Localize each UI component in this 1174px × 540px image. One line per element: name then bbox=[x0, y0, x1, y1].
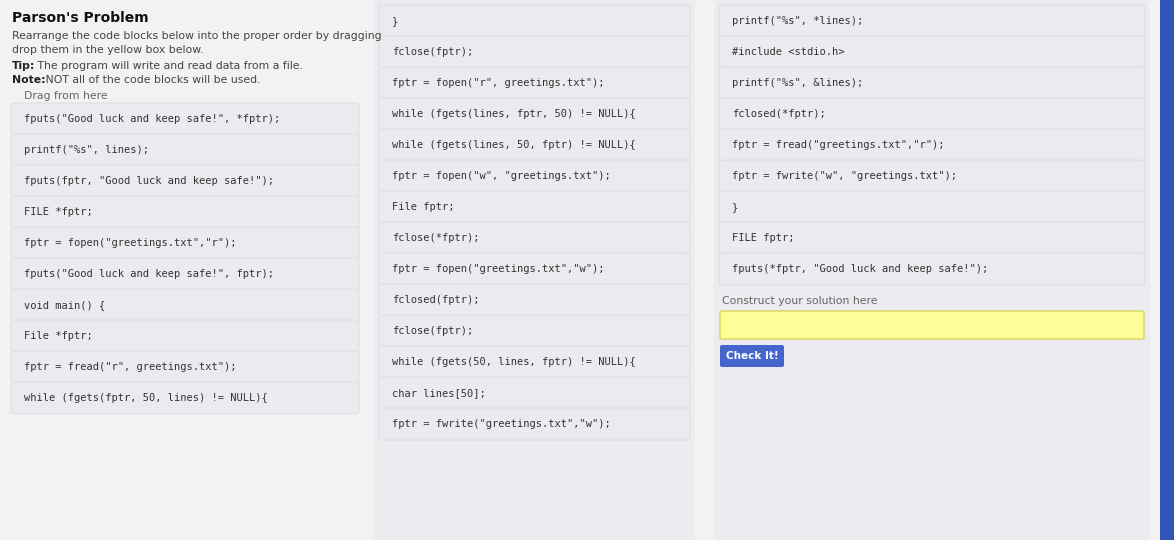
Text: printf("%s", lines);: printf("%s", lines); bbox=[23, 145, 149, 155]
Bar bbox=[714, 0, 1151, 540]
FancyBboxPatch shape bbox=[11, 227, 359, 259]
Text: FILE fptr;: FILE fptr; bbox=[733, 233, 795, 243]
FancyBboxPatch shape bbox=[718, 253, 1145, 285]
Text: The program will write and read data from a file.: The program will write and read data fro… bbox=[34, 61, 303, 71]
FancyBboxPatch shape bbox=[718, 36, 1145, 68]
FancyBboxPatch shape bbox=[379, 5, 690, 37]
Text: printf("%s", *lines);: printf("%s", *lines); bbox=[733, 16, 863, 26]
FancyBboxPatch shape bbox=[718, 129, 1145, 161]
Text: NOT all of the code blocks will be used.: NOT all of the code blocks will be used. bbox=[42, 75, 261, 85]
FancyBboxPatch shape bbox=[379, 408, 690, 440]
FancyBboxPatch shape bbox=[379, 315, 690, 347]
FancyBboxPatch shape bbox=[379, 284, 690, 316]
FancyBboxPatch shape bbox=[718, 191, 1145, 223]
Text: fptr = fwrite("greetings.txt","w");: fptr = fwrite("greetings.txt","w"); bbox=[392, 419, 610, 429]
Text: char lines[50];: char lines[50]; bbox=[392, 388, 486, 398]
FancyBboxPatch shape bbox=[11, 134, 359, 166]
Text: Construct your solution here: Construct your solution here bbox=[722, 296, 877, 306]
Text: fptr = fread("r", greetings.txt");: fptr = fread("r", greetings.txt"); bbox=[23, 362, 236, 372]
FancyBboxPatch shape bbox=[379, 98, 690, 130]
FancyBboxPatch shape bbox=[379, 129, 690, 161]
Text: fptr = fread("greetings.txt","r");: fptr = fread("greetings.txt","r"); bbox=[733, 140, 945, 150]
Bar bbox=[375, 0, 695, 540]
Text: fputs(*fptr, "Good luck and keep safe!");: fputs(*fptr, "Good luck and keep safe!")… bbox=[733, 264, 989, 274]
Text: Drag from here: Drag from here bbox=[23, 91, 108, 101]
Text: void main() {: void main() { bbox=[23, 300, 106, 310]
Text: Note:: Note: bbox=[12, 75, 46, 85]
FancyBboxPatch shape bbox=[379, 160, 690, 192]
FancyBboxPatch shape bbox=[11, 103, 359, 135]
FancyBboxPatch shape bbox=[11, 289, 359, 321]
Text: fptr = fopen("greetings.txt","r");: fptr = fopen("greetings.txt","r"); bbox=[23, 238, 236, 248]
Text: fptr = fopen("r", greetings.txt");: fptr = fopen("r", greetings.txt"); bbox=[392, 78, 605, 88]
FancyBboxPatch shape bbox=[720, 311, 1143, 339]
FancyBboxPatch shape bbox=[11, 165, 359, 197]
FancyBboxPatch shape bbox=[718, 160, 1145, 192]
Text: fclose(fptr);: fclose(fptr); bbox=[392, 326, 473, 336]
Bar bbox=[0, 0, 370, 540]
Text: fclose(fptr);: fclose(fptr); bbox=[392, 47, 473, 57]
FancyBboxPatch shape bbox=[11, 351, 359, 383]
FancyBboxPatch shape bbox=[720, 345, 784, 367]
Text: }: } bbox=[733, 202, 738, 212]
Text: fclosed(fptr);: fclosed(fptr); bbox=[392, 295, 479, 305]
FancyBboxPatch shape bbox=[379, 191, 690, 223]
Text: #include <stdio.h>: #include <stdio.h> bbox=[733, 47, 844, 57]
FancyBboxPatch shape bbox=[718, 5, 1145, 37]
Text: File *fptr;: File *fptr; bbox=[23, 331, 93, 341]
FancyBboxPatch shape bbox=[379, 222, 690, 254]
Text: Parson's Problem: Parson's Problem bbox=[12, 11, 149, 25]
Text: drop them in the yellow box below.: drop them in the yellow box below. bbox=[12, 45, 203, 55]
FancyBboxPatch shape bbox=[379, 253, 690, 285]
Text: fptr = fopen("w", "greetings.txt");: fptr = fopen("w", "greetings.txt"); bbox=[392, 171, 610, 181]
Text: fputs(fptr, "Good luck and keep safe!");: fputs(fptr, "Good luck and keep safe!"); bbox=[23, 176, 274, 186]
Text: while (fgets(fptr, 50, lines) != NULL){: while (fgets(fptr, 50, lines) != NULL){ bbox=[23, 393, 268, 403]
FancyBboxPatch shape bbox=[11, 196, 359, 228]
FancyBboxPatch shape bbox=[11, 258, 359, 290]
Text: fclose(*fptr);: fclose(*fptr); bbox=[392, 233, 479, 243]
FancyBboxPatch shape bbox=[379, 67, 690, 99]
Text: Rearrange the code blocks below into the proper order by dragging: Rearrange the code blocks below into the… bbox=[12, 31, 382, 41]
Text: fclosed(*fptr);: fclosed(*fptr); bbox=[733, 109, 825, 119]
Text: Check It!: Check It! bbox=[726, 351, 778, 361]
FancyBboxPatch shape bbox=[718, 98, 1145, 130]
Text: fputs("Good luck and keep safe!", fptr);: fputs("Good luck and keep safe!", fptr); bbox=[23, 269, 274, 279]
Text: while (fgets(lines, 50, fptr) != NULL){: while (fgets(lines, 50, fptr) != NULL){ bbox=[392, 140, 636, 150]
Text: File fptr;: File fptr; bbox=[392, 202, 454, 212]
Text: while (fgets(lines, fptr, 50) != NULL){: while (fgets(lines, fptr, 50) != NULL){ bbox=[392, 109, 636, 119]
Text: fputs("Good luck and keep safe!", *fptr);: fputs("Good luck and keep safe!", *fptr)… bbox=[23, 114, 281, 124]
Text: Tip:: Tip: bbox=[12, 61, 35, 71]
FancyBboxPatch shape bbox=[718, 222, 1145, 254]
FancyBboxPatch shape bbox=[379, 377, 690, 409]
Text: FILE *fptr;: FILE *fptr; bbox=[23, 207, 93, 217]
Text: while (fgets(50, lines, fptr) != NULL){: while (fgets(50, lines, fptr) != NULL){ bbox=[392, 357, 636, 367]
Text: printf("%s", &lines);: printf("%s", &lines); bbox=[733, 78, 863, 88]
FancyBboxPatch shape bbox=[11, 382, 359, 414]
Text: fptr = fwrite("w", "greetings.txt");: fptr = fwrite("w", "greetings.txt"); bbox=[733, 171, 957, 181]
Text: fptr = fopen("greetings.txt","w");: fptr = fopen("greetings.txt","w"); bbox=[392, 264, 605, 274]
FancyBboxPatch shape bbox=[379, 346, 690, 378]
FancyBboxPatch shape bbox=[11, 320, 359, 352]
FancyBboxPatch shape bbox=[718, 67, 1145, 99]
FancyBboxPatch shape bbox=[379, 36, 690, 68]
Text: }: } bbox=[392, 16, 398, 26]
Bar bbox=[1160, 0, 1174, 540]
